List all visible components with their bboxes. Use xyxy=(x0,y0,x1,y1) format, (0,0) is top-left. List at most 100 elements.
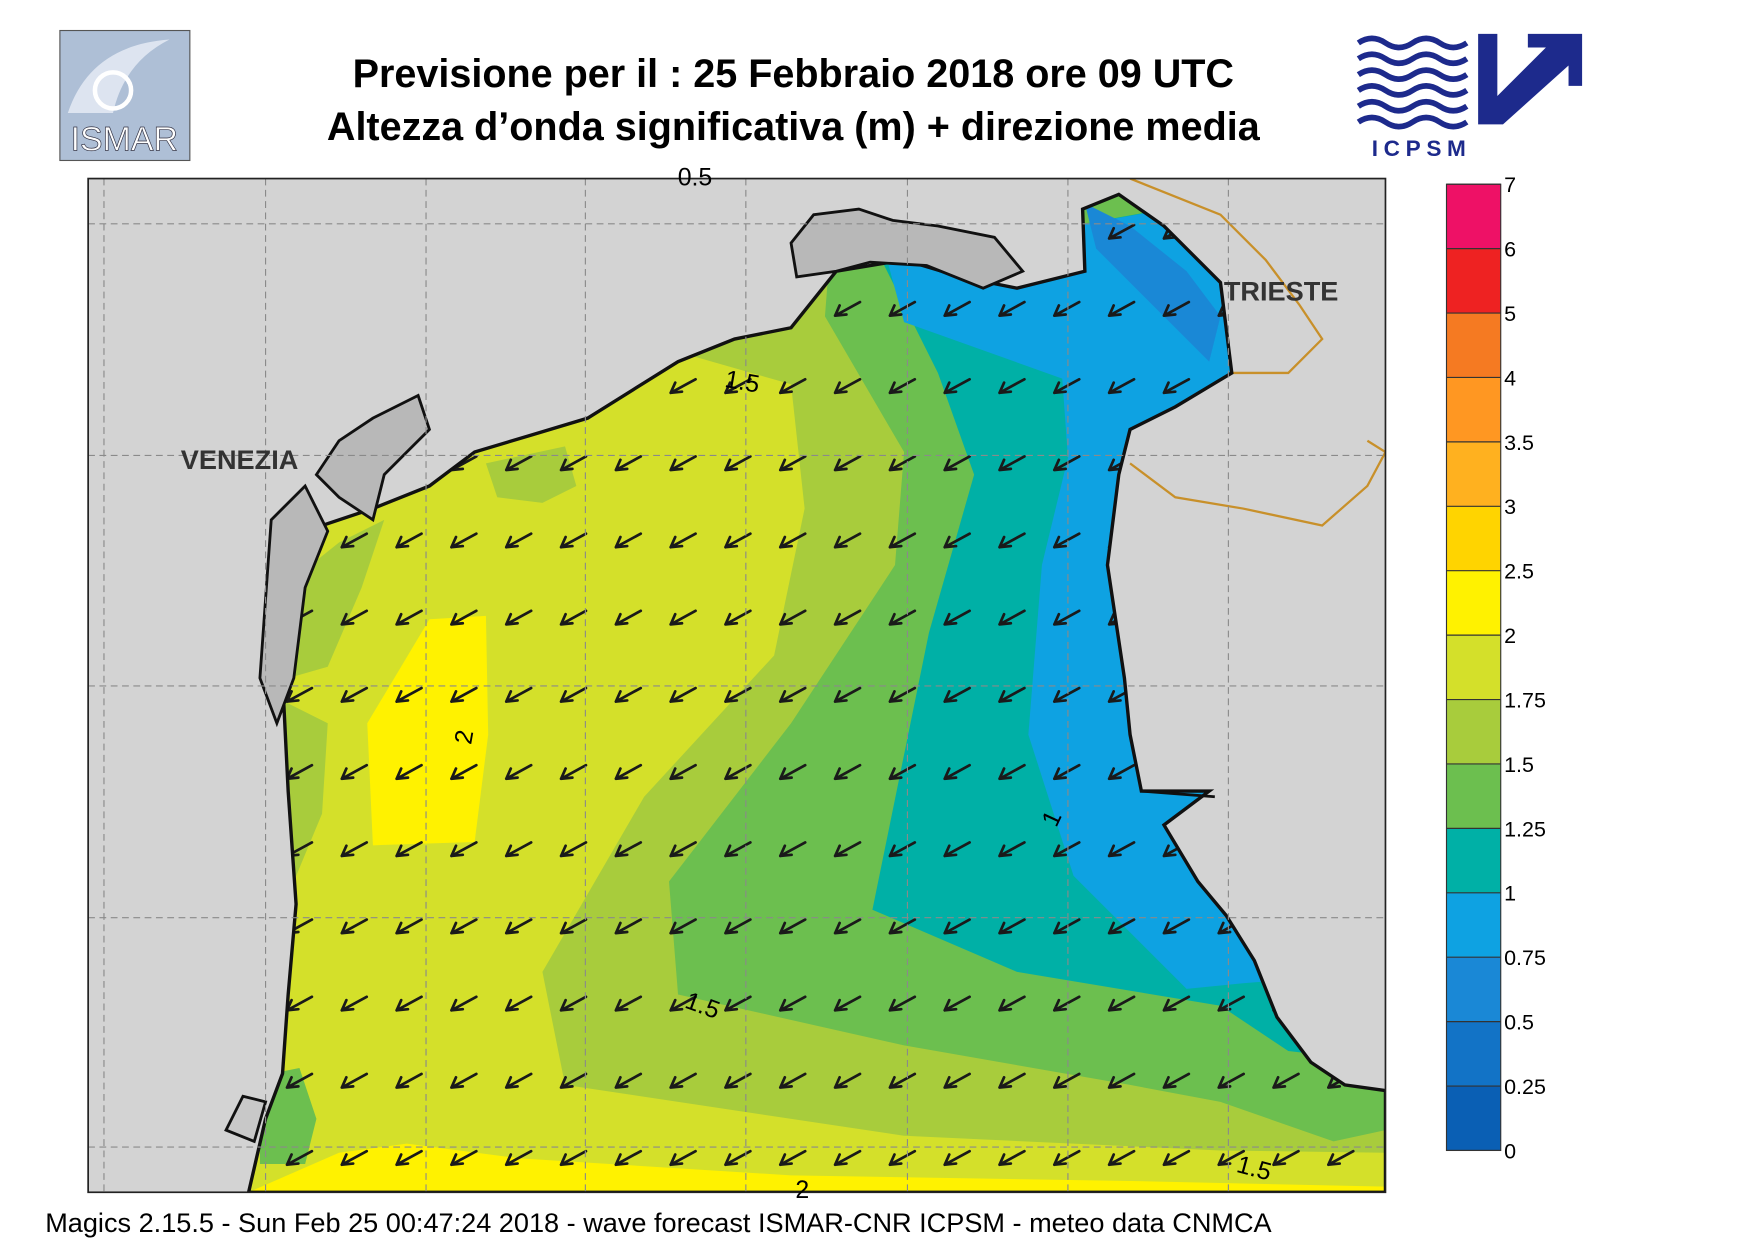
wave-arrow xyxy=(1053,300,1081,317)
wave-arrow xyxy=(1162,1072,1191,1089)
wave-arrow xyxy=(559,1072,588,1089)
wave-arrow xyxy=(1053,918,1081,935)
wave-arrow xyxy=(998,532,1026,549)
colorbar-tick-label: 1.5 xyxy=(1504,753,1534,777)
wave-arrow xyxy=(340,532,369,549)
wave-arrow xyxy=(833,918,862,935)
colorbar-tick-label: 0.5 xyxy=(1504,1011,1534,1035)
wave-arrow xyxy=(724,455,752,472)
wave-arrow xyxy=(504,995,533,1012)
wave-arrow xyxy=(1162,1149,1191,1167)
wave-arrow xyxy=(943,609,971,626)
wave-arrow xyxy=(450,763,478,781)
wave-arrow xyxy=(778,686,807,703)
colorbar-tick-label: 1.75 xyxy=(1504,688,1546,712)
wave-arrow xyxy=(340,1149,369,1167)
wave-arrow xyxy=(504,1149,533,1167)
colorbar-segment xyxy=(1446,1086,1501,1151)
wave-arrow xyxy=(559,455,588,472)
place-label: TRIESTE xyxy=(1224,276,1338,307)
wave-arrow xyxy=(724,377,752,395)
wave-arrow xyxy=(614,532,643,549)
wave-arrow xyxy=(724,532,752,549)
wave-arrow xyxy=(778,609,807,626)
wave-arrow xyxy=(395,841,423,858)
ismar-logo: ISMAR xyxy=(59,29,191,162)
wave-arrow xyxy=(1053,1072,1081,1089)
colorbar-segment xyxy=(1446,763,1501,829)
wave-arrow xyxy=(450,686,478,703)
wave-arrow xyxy=(1053,532,1081,549)
colorbar-segment xyxy=(1446,699,1501,764)
wave-arrow xyxy=(943,455,971,472)
colorbar-segment xyxy=(1446,313,1501,378)
wave-arrow xyxy=(395,1149,423,1167)
wave-arrow xyxy=(559,995,588,1012)
wave-arrow xyxy=(1327,1149,1355,1167)
wave-arrow xyxy=(1053,763,1081,781)
map-frame xyxy=(87,177,1387,1194)
wave-arrow xyxy=(943,1149,971,1167)
wave-arrow xyxy=(778,763,807,781)
wave-arrow xyxy=(450,609,478,626)
sea-zone xyxy=(367,615,489,846)
wave-arrow xyxy=(888,377,917,395)
wave-arrow xyxy=(504,841,533,858)
wave-arrow xyxy=(1053,841,1081,858)
wave-arrow xyxy=(888,918,917,935)
wave-arrow xyxy=(888,686,917,703)
contour-label: 2 xyxy=(795,1176,809,1204)
wave-arrow xyxy=(888,300,917,317)
contour-label: 1.5 xyxy=(723,365,762,399)
wave-arrow xyxy=(833,1072,862,1089)
wave-arrow xyxy=(833,609,862,626)
wave-arrow xyxy=(888,995,917,1012)
wave-arrow xyxy=(943,763,971,781)
wave-arrow xyxy=(614,841,643,858)
wave-arrow xyxy=(395,763,423,781)
colorbar-tick-label: 4 xyxy=(1504,366,1516,390)
sea-zone xyxy=(248,1143,1386,1193)
wave-arrow xyxy=(450,995,478,1012)
colorbar-tick-label: 5 xyxy=(1504,302,1516,326)
sea-zone xyxy=(1084,203,1221,362)
wave-arrow xyxy=(1107,223,1136,240)
wave-arrow xyxy=(1107,763,1136,781)
wave-arrow xyxy=(833,300,862,317)
wave-arrow xyxy=(450,918,478,935)
wave-arrow xyxy=(943,377,971,395)
wave-arrow xyxy=(943,300,971,317)
wave-arrow xyxy=(1107,300,1136,317)
wave-arrow xyxy=(1162,995,1191,1012)
title-line-1: Previsione per il : 25 Febbraio 2018 ore… xyxy=(353,52,1234,96)
wave-arrow xyxy=(1162,377,1191,395)
wave-arrow xyxy=(778,1072,807,1089)
wave-arrow xyxy=(1107,995,1136,1012)
colorbar-tick-label: 0.75 xyxy=(1504,946,1546,970)
wave-arrow xyxy=(395,918,423,935)
sea-zone xyxy=(282,519,385,679)
wave-arrow xyxy=(833,1149,862,1167)
wave-arrow xyxy=(998,300,1026,317)
colorbar-segment xyxy=(1446,828,1501,893)
wave-arrow xyxy=(778,377,807,395)
title-line-2: Altezza d’onda significativa (m) + direz… xyxy=(327,105,1261,149)
wave-arrow xyxy=(504,455,533,472)
icpsm-logo: ICPSM xyxy=(1356,33,1583,161)
wave-arrow xyxy=(504,686,533,703)
wave-arrow xyxy=(504,918,533,935)
map-grid xyxy=(88,178,1386,1193)
colorbar-segment xyxy=(1446,892,1501,958)
sea-zone xyxy=(485,446,577,503)
colorbar-tick-label: 2 xyxy=(1504,624,1516,648)
colorbar-tick-label: 0.25 xyxy=(1504,1075,1546,1099)
wave-arrow xyxy=(833,455,862,472)
wave-arrow xyxy=(1272,1149,1300,1167)
wave-arrow xyxy=(998,918,1026,935)
wave-arrow xyxy=(1162,300,1191,317)
colorbar-tick-label: 1 xyxy=(1504,882,1516,906)
wave-arrow xyxy=(559,532,588,549)
wave-arrow xyxy=(833,841,862,858)
wave-arrow xyxy=(669,686,697,703)
place-label: VENEZIA xyxy=(181,444,298,475)
